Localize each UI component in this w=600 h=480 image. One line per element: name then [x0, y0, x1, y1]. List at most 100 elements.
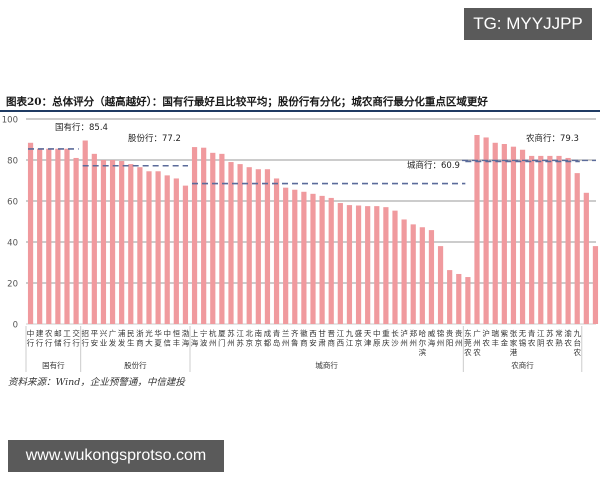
- x-tick-label: 泸: [400, 328, 408, 338]
- x-tick-label: 浙: [136, 328, 144, 338]
- x-tick-label: 紫: [501, 329, 509, 338]
- x-tick-label: 原: [373, 339, 381, 348]
- bar: [510, 146, 517, 324]
- bar: [237, 164, 243, 324]
- bar: [283, 187, 289, 324]
- bar: [37, 148, 43, 324]
- x-tick-label: 交: [72, 328, 80, 338]
- figure-title: 图表20：总体评分（越高越好）：国有行最好且比较平均；股份行有分化；城农商行最分…: [6, 96, 488, 108]
- x-tick-label: 业: [100, 338, 108, 348]
- bar: [246, 167, 252, 324]
- bar: [182, 185, 189, 324]
- x-tick-label: 西: [337, 339, 345, 348]
- x-tick-label: 州: [409, 339, 417, 348]
- x-tick-label: 南: [255, 328, 263, 338]
- bar: [164, 175, 170, 324]
- x-tick-label: 海: [182, 338, 190, 348]
- bar: [328, 197, 334, 324]
- average-label: 城商行：60.9: [407, 160, 460, 171]
- bar: [447, 270, 453, 324]
- watermark-top: TG: MYYJJPP: [464, 8, 592, 40]
- bar: [137, 167, 143, 324]
- x-tick-label: 上: [191, 329, 199, 338]
- bar: [483, 137, 489, 324]
- y-tick-label: 60: [7, 198, 18, 208]
- x-tick-label: 生: [127, 338, 135, 348]
- x-tick-label: 广: [473, 328, 481, 338]
- bar: [155, 171, 161, 324]
- x-tick-label: 渝: [564, 328, 572, 338]
- x-tick-label: 西: [309, 329, 317, 338]
- x-tick-label: 商: [327, 338, 335, 348]
- x-tick-label: 恒: [173, 328, 181, 338]
- x-tick-label: 庆: [382, 338, 390, 348]
- x-tick-label: 行: [63, 338, 71, 348]
- bar: [27, 142, 34, 324]
- x-tick-label: 州: [227, 339, 235, 348]
- x-tick-label: 渤: [182, 328, 190, 338]
- y-tick-label: 100: [2, 116, 18, 126]
- bar: [301, 191, 307, 324]
- x-tick-label: 农: [528, 338, 536, 348]
- bar: [501, 144, 507, 324]
- x-tick-label: 农: [482, 338, 490, 348]
- x-tick-label: 哈: [419, 328, 427, 338]
- bar: [319, 195, 325, 324]
- x-tick-label: 成: [264, 328, 272, 338]
- x-tick-label: 邮: [54, 328, 62, 338]
- group-label: 城商行: [315, 360, 338, 370]
- x-tick-label: 港: [510, 347, 518, 357]
- x-tick-label: 锦: [437, 328, 445, 338]
- x-tick-label: 浦: [118, 328, 126, 338]
- x-tick-label: 尔: [419, 338, 427, 348]
- x-tick-label: 宁: [200, 328, 208, 338]
- x-tick-label: 广: [109, 328, 117, 338]
- bar: [91, 153, 97, 324]
- x-tick-label: 江: [346, 339, 354, 348]
- x-tick-label: 安: [309, 338, 317, 348]
- x-tick-label: 州: [400, 339, 408, 348]
- x-tick-label: 商: [300, 338, 308, 348]
- x-tick-label: 工: [63, 329, 71, 338]
- x-tick-label: 贵: [455, 328, 463, 338]
- bar: [46, 148, 52, 324]
- bar: [310, 193, 316, 324]
- x-tick-label: 张: [510, 329, 518, 338]
- bar: [210, 152, 216, 324]
- x-tick-label: 兰: [282, 328, 290, 338]
- x-tick-label: 苏: [546, 328, 554, 338]
- bar: [119, 161, 125, 324]
- x-tick-label: 沪: [482, 328, 490, 338]
- bar: [264, 169, 271, 324]
- title-divider: [0, 110, 600, 112]
- x-tick-label: 大: [145, 338, 153, 348]
- x-tick-label: 州: [282, 339, 290, 348]
- x-tick-label: 无: [519, 329, 527, 338]
- bar: [109, 160, 116, 324]
- bar: [55, 148, 61, 324]
- x-tick-label: 光: [145, 328, 153, 338]
- y-tick-label: 80: [7, 157, 18, 167]
- x-tick-label: 平: [91, 329, 99, 338]
- bar: [255, 169, 261, 324]
- bar: [392, 210, 398, 324]
- x-tick-label: 波: [200, 338, 208, 348]
- bar: [465, 277, 471, 324]
- x-tick-label: 晋: [327, 329, 335, 338]
- x-tick-label: 北: [245, 329, 253, 338]
- bar: [538, 155, 544, 324]
- bar: [547, 155, 553, 324]
- x-tick-label: 农: [473, 347, 481, 357]
- group-label: 农商行: [511, 360, 534, 370]
- x-tick-label: 中: [27, 328, 35, 338]
- bar: [456, 273, 462, 324]
- bar: [592, 246, 599, 324]
- bar: [437, 246, 444, 324]
- bar: [428, 230, 435, 324]
- bar: [565, 157, 571, 324]
- x-tick-label: 郑: [409, 328, 417, 338]
- x-tick-label: 肃: [318, 338, 326, 348]
- x-tick-label: 招: [81, 328, 89, 338]
- y-tick-label: 40: [7, 239, 18, 249]
- x-tick-label: 常: [555, 329, 563, 338]
